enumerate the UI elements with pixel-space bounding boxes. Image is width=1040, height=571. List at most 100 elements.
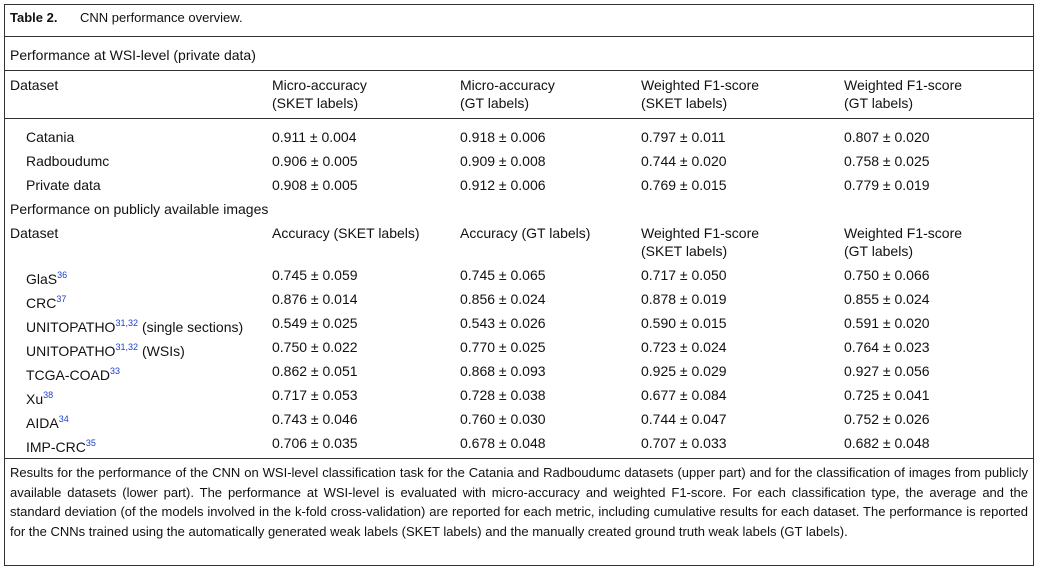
cell-value: 0.745 ± 0.059 <box>272 267 358 283</box>
cell-value: 0.549 ± 0.025 <box>272 315 358 331</box>
cell-value: 0.868 ± 0.093 <box>460 363 546 379</box>
section-title: Performance at WSI-level (private data) <box>10 47 256 63</box>
row-label: TCGA-COAD33 <box>26 362 120 384</box>
cell-value: 0.750 ± 0.022 <box>272 339 358 355</box>
cell-value: 0.769 ± 0.015 <box>641 177 727 193</box>
cell-value: 0.856 ± 0.024 <box>460 291 546 307</box>
column-header: Micro-accuracy <box>460 77 555 93</box>
row-label: UNITOPATHO31,32 (single sections) <box>26 314 243 336</box>
row-label: Private data <box>26 176 101 194</box>
cell-value: 0.717 ± 0.050 <box>641 267 727 283</box>
cell-value: 0.678 ± 0.048 <box>460 435 546 451</box>
dataset-name: UNITOPATHO <box>26 343 116 359</box>
cell-value: 0.925 ± 0.029 <box>641 363 727 379</box>
column-header: Accuracy (GT labels) <box>460 225 591 241</box>
dataset-name: UNITOPATHO <box>26 319 116 335</box>
cell-value: 0.707 ± 0.033 <box>641 435 727 451</box>
cell-value: 0.855 ± 0.024 <box>844 291 930 307</box>
cell-value: 0.723 ± 0.024 <box>641 339 727 355</box>
reference: 37 <box>56 294 67 304</box>
row-label: IMP-CRC35 <box>26 434 96 456</box>
dataset-name: TCGA-COAD <box>26 367 110 383</box>
reference: 35 <box>85 438 96 448</box>
row-label: AIDA34 <box>26 410 69 432</box>
cell-value: 0.906 ± 0.005 <box>272 153 358 169</box>
cell-value: 0.908 ± 0.005 <box>272 177 358 193</box>
column-header: Dataset <box>10 225 59 241</box>
reference: 33 <box>110 366 121 376</box>
column-header: Micro-accuracy <box>272 77 367 93</box>
row-label: Catania <box>26 128 74 146</box>
caption-label: Table 2. <box>10 10 58 25</box>
cell-value: 0.764 ± 0.023 <box>844 339 930 355</box>
cell-value: 0.543 ± 0.026 <box>460 315 546 331</box>
column-header: (SKET labels) <box>272 95 359 111</box>
dataset-suffix: (single sections) <box>141 319 244 335</box>
column-header: (SKET labels) <box>641 243 728 259</box>
rule <box>4 118 1034 119</box>
column-header: (GT labels) <box>460 95 529 111</box>
reference: 31,32 <box>115 318 138 328</box>
column-header: (GT labels) <box>844 243 913 259</box>
cell-value: 0.745 ± 0.065 <box>460 267 546 283</box>
column-header: Weighted F1-score <box>641 225 760 241</box>
cell-value: 0.760 ± 0.030 <box>460 411 546 427</box>
cell-value: 0.912 ± 0.006 <box>460 177 546 193</box>
table-frame <box>4 4 1034 566</box>
cell-value: 0.758 ± 0.025 <box>844 153 930 169</box>
column-header: Weighted F1-score <box>844 77 963 93</box>
cell-value: 0.752 ± 0.026 <box>844 411 930 427</box>
column-header: Accuracy (SKET labels) <box>272 225 420 241</box>
rule <box>4 70 1034 71</box>
cell-value: 0.909 ± 0.008 <box>460 153 546 169</box>
dataset-suffix: (WSIs) <box>141 343 185 359</box>
row-label: Xu38 <box>26 386 53 408</box>
cell-value: 0.744 ± 0.047 <box>641 411 727 427</box>
cell-value: 0.878 ± 0.019 <box>641 291 727 307</box>
cell-value: 0.911 ± 0.004 <box>272 129 357 145</box>
dataset-name: AIDA <box>26 415 59 431</box>
cell-value: 0.797 ± 0.011 <box>641 129 726 145</box>
dataset-name: Catania <box>26 129 75 145</box>
reference: 31,32 <box>115 342 138 352</box>
dataset-name: IMP-CRC <box>26 439 86 455</box>
footnote: Results for the performance of the CNN o… <box>10 465 1028 539</box>
cell-value: 0.862 ± 0.051 <box>272 363 358 379</box>
cell-value: 0.725 ± 0.041 <box>844 387 930 403</box>
cell-value: 0.918 ± 0.006 <box>460 129 546 145</box>
row-label: GlaS36 <box>26 266 67 288</box>
cell-value: 0.779 ± 0.019 <box>844 177 930 193</box>
cell-value: 0.807 ± 0.020 <box>844 129 930 145</box>
column-header: (SKET labels) <box>641 95 728 111</box>
column-header: Dataset <box>10 77 59 93</box>
caption-text: CNN performance overview. <box>80 10 243 25</box>
row-label: CRC37 <box>26 290 66 312</box>
cell-value: 0.677 ± 0.084 <box>641 387 727 403</box>
rule <box>4 36 1034 37</box>
cell-value: 0.750 ± 0.066 <box>844 267 930 283</box>
column-header: (GT labels) <box>844 95 913 111</box>
row-label: Radboudumc <box>26 152 109 170</box>
row-label: UNITOPATHO31,32 (WSIs) <box>26 338 185 360</box>
reference: 34 <box>58 414 69 424</box>
cell-value: 0.682 ± 0.048 <box>844 435 930 451</box>
cell-value: 0.927 ± 0.056 <box>844 363 930 379</box>
column-header: Weighted F1-score <box>641 77 760 93</box>
cell-value: 0.717 ± 0.053 <box>272 387 358 403</box>
cell-value: 0.706 ± 0.035 <box>272 435 358 451</box>
cell-value: 0.876 ± 0.014 <box>272 291 358 307</box>
dataset-name: GlaS <box>26 271 58 287</box>
rule <box>4 458 1034 459</box>
cell-value: 0.744 ± 0.020 <box>641 153 727 169</box>
section-title: Performance on publicly available images <box>10 201 269 217</box>
cell-value: 0.743 ± 0.046 <box>272 411 358 427</box>
column-header: Weighted F1-score <box>844 225 963 241</box>
dataset-name: CRC <box>26 295 57 311</box>
reference: 36 <box>57 270 68 280</box>
cell-value: 0.770 ± 0.025 <box>460 339 546 355</box>
dataset-name: Xu <box>26 391 44 407</box>
dataset-name: Private data <box>26 177 101 193</box>
cell-value: 0.591 ± 0.020 <box>844 315 930 331</box>
cell-value: 0.728 ± 0.038 <box>460 387 546 403</box>
